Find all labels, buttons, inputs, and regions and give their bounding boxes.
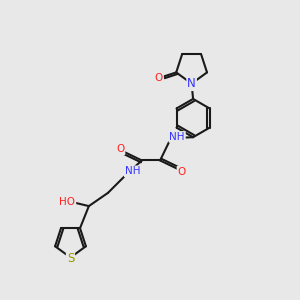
Text: NH: NH [169, 132, 185, 142]
Text: O: O [155, 73, 163, 83]
Text: O: O [116, 144, 124, 154]
Text: N: N [187, 77, 196, 90]
Text: HO: HO [59, 197, 75, 207]
Text: O: O [178, 167, 186, 177]
Text: NH: NH [125, 166, 140, 176]
Text: S: S [67, 252, 74, 266]
